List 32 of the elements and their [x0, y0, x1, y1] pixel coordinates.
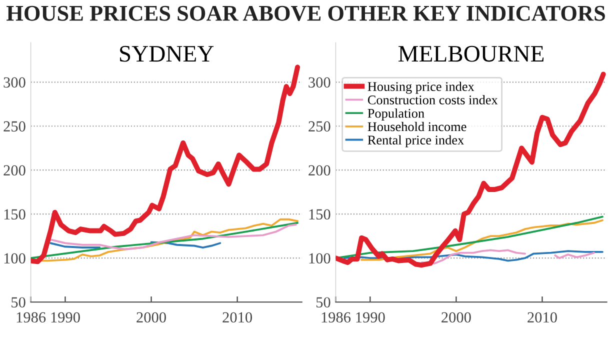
y-tick-label: 200 — [308, 165, 330, 176]
line-series — [30, 222, 299, 260]
y-tick-label: 300 — [4, 77, 26, 88]
x-tick-label: 2000 — [442, 312, 471, 323]
y-tick-label: 250 — [308, 121, 330, 132]
x-tick-label: 2010 — [528, 312, 557, 323]
x-tick-label: 2000 — [136, 312, 166, 323]
y-tick-label: 300 — [308, 77, 330, 88]
x-tick-label: 1986 — [322, 312, 351, 323]
x-tick-label: 1986 — [16, 312, 46, 323]
x-tick-label: 1990 — [356, 312, 385, 323]
legend-label: Rental price index — [368, 135, 464, 148]
y-tick-label: 50 — [316, 297, 330, 308]
legend-label: Population — [368, 108, 424, 120]
y-tick-label: 50 — [12, 297, 26, 308]
text: HOUSE PRICES SOAR ABOVE OTHER KEY INDICATORS — [6, 6, 605, 21]
line-series — [42, 224, 297, 250]
y-tick-label: 100 — [309, 253, 330, 264]
y-tick-label: 250 — [4, 121, 26, 132]
line-series — [343, 250, 604, 262]
line-series — [360, 219, 604, 261]
legend-label: Household income — [368, 122, 466, 132]
chart-title: MELBOURNE — [398, 46, 544, 62]
legend-label: Housing price index — [368, 82, 474, 94]
y-tick-label: 150 — [4, 209, 26, 220]
y-tick-label: 200 — [4, 165, 26, 176]
legend-label: Construction costs index — [368, 95, 498, 104]
x-tick-label: 1990 — [51, 312, 80, 323]
y-tick-label: 150 — [309, 209, 330, 220]
x-tick-label: 2010 — [222, 312, 252, 323]
chart-title: SYDNEY — [120, 46, 214, 62]
y-tick-label: 100 — [4, 253, 26, 264]
